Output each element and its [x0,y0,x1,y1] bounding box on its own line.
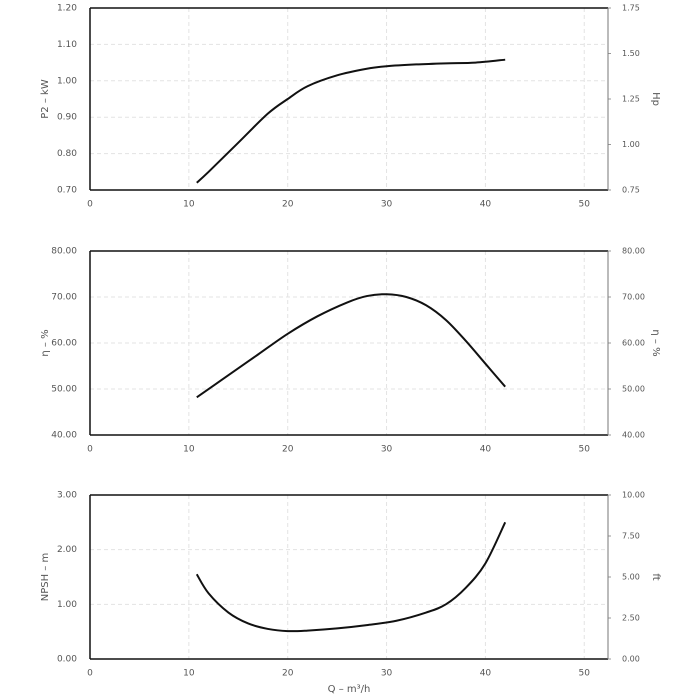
x-tick-label: 40 [480,669,492,679]
x-tick-label: 50 [579,445,591,455]
x-tick-label: 0 [87,445,93,455]
y2-tick-label: 1.50 [622,49,640,58]
x-tick-label: 10 [183,445,195,455]
y2-tick-label: 0.00 [622,655,640,664]
y2-tick-label: 40.00 [622,431,645,440]
y-tick-label: 0.80 [57,149,77,159]
x-tick-label: 30 [381,445,393,455]
y-tick-label: 40.00 [51,431,77,441]
y-tick-label: 1.20 [57,4,77,14]
y2-tick-label: 80.00 [622,247,645,256]
curve [196,293,506,399]
y2-tick-label: 1.00 [622,140,640,149]
x-tick-label: 50 [579,669,591,679]
y2-tick-label: 2.50 [622,614,640,623]
x-tick-label: 0 [87,669,93,679]
y-tick-label: 3.00 [57,491,77,501]
x-tick-label: 20 [282,200,294,210]
y-axis-label: NPSH – m [40,553,51,601]
y2-axis-label: η – % [650,329,661,356]
y-tick-label: 1.00 [57,600,77,610]
x-tick-label: 20 [282,669,294,679]
x-tick-label: 10 [183,200,195,210]
y2-tick-label: 10.00 [622,491,645,500]
x-tick-label: 30 [381,200,393,210]
y2-tick-label: 60.00 [622,339,645,348]
y2-tick-label: 0.75 [622,186,640,195]
y-tick-label: 0.00 [57,655,77,665]
x-tick-label: 50 [579,200,591,210]
y2-axis-label: ft [650,573,661,580]
y-tick-label: 0.70 [57,186,77,196]
y-tick-label: 0.90 [57,113,77,123]
x-tick-label: 40 [480,445,492,455]
y-tick-label: 2.00 [57,545,77,555]
y2-tick-label: 5.00 [622,573,640,582]
y2-tick-label: 7.50 [622,532,640,541]
x-tick-label: 20 [282,445,294,455]
y-tick-label: 80.00 [51,247,77,257]
y2-axis-label: Hp [650,92,661,106]
curve [196,58,506,184]
x-tick-label: 30 [381,669,393,679]
y-axis-label: P2 – kW [40,79,51,119]
y-tick-label: 70.00 [51,293,77,303]
x-tick-label: 40 [480,200,492,210]
y2-tick-label: 50.00 [622,385,645,394]
x-tick-label: 0 [87,200,93,210]
y-axis-label: η – % [40,329,51,356]
y2-tick-label: 1.25 [622,95,640,104]
y2-tick-label: 1.75 [622,4,640,13]
y-tick-label: 50.00 [51,385,77,395]
y-tick-label: 1.00 [57,76,77,86]
y-tick-label: 1.10 [57,40,77,50]
x-tick-label: 10 [183,669,195,679]
y2-tick-label: 70.00 [622,293,645,302]
y-tick-label: 60.00 [51,339,77,349]
x-axis-label: Q – m³/h [328,684,371,695]
curve [195,521,507,633]
